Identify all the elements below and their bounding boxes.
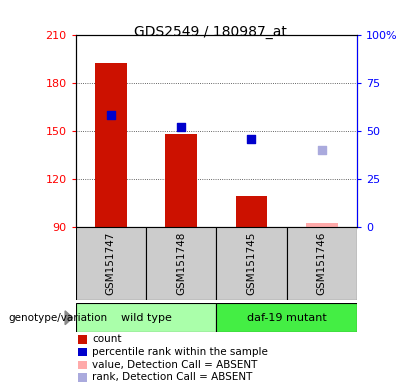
Text: value, Detection Call = ABSENT: value, Detection Call = ABSENT: [92, 360, 258, 370]
FancyBboxPatch shape: [287, 227, 357, 300]
Text: rank, Detection Call = ABSENT: rank, Detection Call = ABSENT: [92, 372, 253, 382]
Text: count: count: [92, 334, 122, 344]
Text: GSM151746: GSM151746: [317, 231, 327, 295]
Bar: [95, 63, 126, 227]
Bar: [306, 223, 338, 227]
Bar: [236, 196, 267, 227]
Text: GDS2549 / 180987_at: GDS2549 / 180987_at: [134, 25, 286, 39]
FancyBboxPatch shape: [76, 303, 216, 332]
Text: GSM151745: GSM151745: [247, 231, 257, 295]
FancyBboxPatch shape: [76, 227, 146, 300]
Text: percentile rank within the sample: percentile rank within the sample: [92, 347, 268, 357]
Point: [318, 147, 325, 153]
FancyBboxPatch shape: [146, 227, 216, 300]
Text: GSM151748: GSM151748: [176, 231, 186, 295]
Point: [248, 136, 255, 142]
Text: daf-19 mutant: daf-19 mutant: [247, 313, 326, 323]
Bar: [165, 134, 197, 227]
Point: [178, 124, 184, 131]
FancyBboxPatch shape: [216, 227, 287, 300]
Text: wild type: wild type: [121, 313, 171, 323]
Text: genotype/variation: genotype/variation: [8, 313, 108, 323]
Text: GSM151747: GSM151747: [106, 231, 116, 295]
Point: [108, 111, 114, 118]
FancyBboxPatch shape: [216, 303, 357, 332]
